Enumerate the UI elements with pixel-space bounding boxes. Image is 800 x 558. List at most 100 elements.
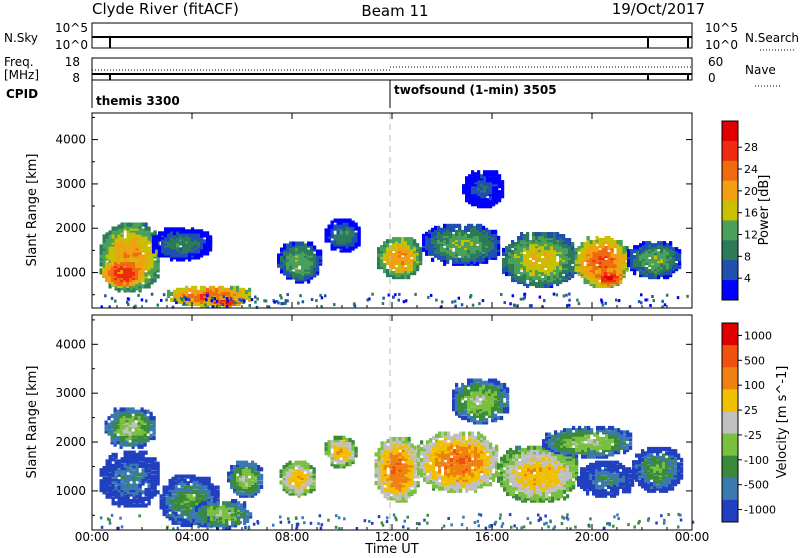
velocity-cell <box>112 464 115 468</box>
cpid-entry-1: themis 3300 <box>96 94 180 108</box>
power-cell <box>206 231 209 235</box>
power-cell <box>188 288 191 292</box>
power-scatter-cell <box>677 296 680 299</box>
velocity-cell <box>387 439 390 443</box>
power-scatter-cell <box>568 293 571 296</box>
power-cell <box>212 286 215 290</box>
power-cell <box>158 253 161 257</box>
power-scatter-cell <box>398 293 401 296</box>
velocity-cell <box>387 488 390 492</box>
power-cell <box>471 186 474 190</box>
power-scatter-cell <box>206 294 209 297</box>
power-cell <box>623 250 626 254</box>
power-scatter-cell <box>414 293 417 296</box>
power-cell <box>620 246 623 250</box>
velocity-cell <box>222 523 225 527</box>
power-cell <box>170 239 173 243</box>
velocity-cell <box>124 451 127 455</box>
power-cell <box>639 263 642 267</box>
velocity-cell <box>313 485 316 489</box>
velocity-cell <box>378 448 381 452</box>
power-cell <box>636 267 639 271</box>
power-colorbar-swatch <box>722 220 738 240</box>
power-cell <box>217 296 220 300</box>
power-cell <box>343 236 346 240</box>
noise-left-tick-bottom: 10^0 <box>55 38 88 52</box>
power-cell <box>112 227 115 231</box>
power-cell <box>452 252 455 256</box>
power-cell <box>380 259 383 263</box>
velocity-cell <box>115 459 118 463</box>
power-scatter-cell <box>644 299 647 302</box>
power-cell <box>301 246 304 250</box>
freq-right-tick-bottom: 0 <box>708 71 716 85</box>
power-cell <box>200 229 203 233</box>
velocity-cell <box>126 440 129 444</box>
velocity-cell <box>304 474 307 478</box>
power-cell <box>476 258 479 262</box>
velocity-cell <box>298 469 301 473</box>
velocity-cell <box>106 477 109 481</box>
power-cell <box>176 288 179 292</box>
power-scatter-cell <box>285 299 288 302</box>
power-cell <box>310 246 313 250</box>
power-cell <box>248 292 251 296</box>
power-scatter-cell <box>151 293 154 296</box>
velocity-cell <box>211 483 214 487</box>
power-cell <box>398 237 401 241</box>
power-scatter-cell <box>211 299 214 302</box>
power-cell <box>568 262 571 266</box>
power-cell <box>434 250 437 254</box>
power-cell <box>532 232 535 236</box>
power-cell <box>346 227 349 231</box>
velocity-cell <box>254 478 257 482</box>
power-cell <box>115 244 118 248</box>
power-cell <box>520 232 523 236</box>
freq-left-tick-top: 18 <box>65 55 80 69</box>
power-cell <box>596 260 599 264</box>
power-scatter-cell <box>297 302 300 305</box>
velocity-cell <box>280 474 283 478</box>
power-scatter-cell <box>666 294 669 297</box>
power-cell <box>132 272 135 276</box>
velocity-cell <box>193 475 196 479</box>
power-cell <box>142 246 145 250</box>
power-cell <box>581 242 584 246</box>
power-scatter-cell <box>504 301 507 304</box>
power-cell <box>505 272 508 276</box>
power-scatter-cell <box>230 297 233 300</box>
station-title: Clyde River (fitACF) <box>92 0 239 18</box>
power-scatter-cell <box>640 293 643 296</box>
power-cell <box>221 286 224 290</box>
noise-left-tick-top: 10^5 <box>55 21 88 35</box>
velocity-cell <box>190 475 193 479</box>
power-cell <box>197 255 200 259</box>
velocity-cell <box>289 461 292 465</box>
power-cell <box>495 180 498 184</box>
power-ytick-label: 3000 <box>55 177 86 191</box>
power-cell <box>529 260 532 264</box>
power-cell <box>471 170 474 174</box>
velocity-cell <box>334 464 337 468</box>
power-cell <box>483 192 486 196</box>
power-cell <box>139 223 142 227</box>
velocity-cell <box>184 479 187 483</box>
velocity-cell <box>251 461 254 465</box>
power-cell <box>151 274 154 278</box>
velocity-cell <box>169 479 172 483</box>
power-cell <box>511 250 514 254</box>
noise-left-label: N.Sky <box>4 31 38 45</box>
power-cell <box>565 238 568 242</box>
velocity-cell <box>307 463 310 467</box>
power-cell <box>176 227 179 231</box>
power-cell <box>203 286 206 290</box>
velocity-cell <box>325 442 328 446</box>
power-cell <box>599 250 602 254</box>
power-cell <box>553 238 556 242</box>
power-cell <box>559 234 562 238</box>
power-cell <box>550 232 553 236</box>
power-cell <box>592 274 595 278</box>
velocity-cell <box>313 467 316 471</box>
power-scatter-cell <box>321 296 324 299</box>
power-scatter-cell <box>256 298 259 301</box>
